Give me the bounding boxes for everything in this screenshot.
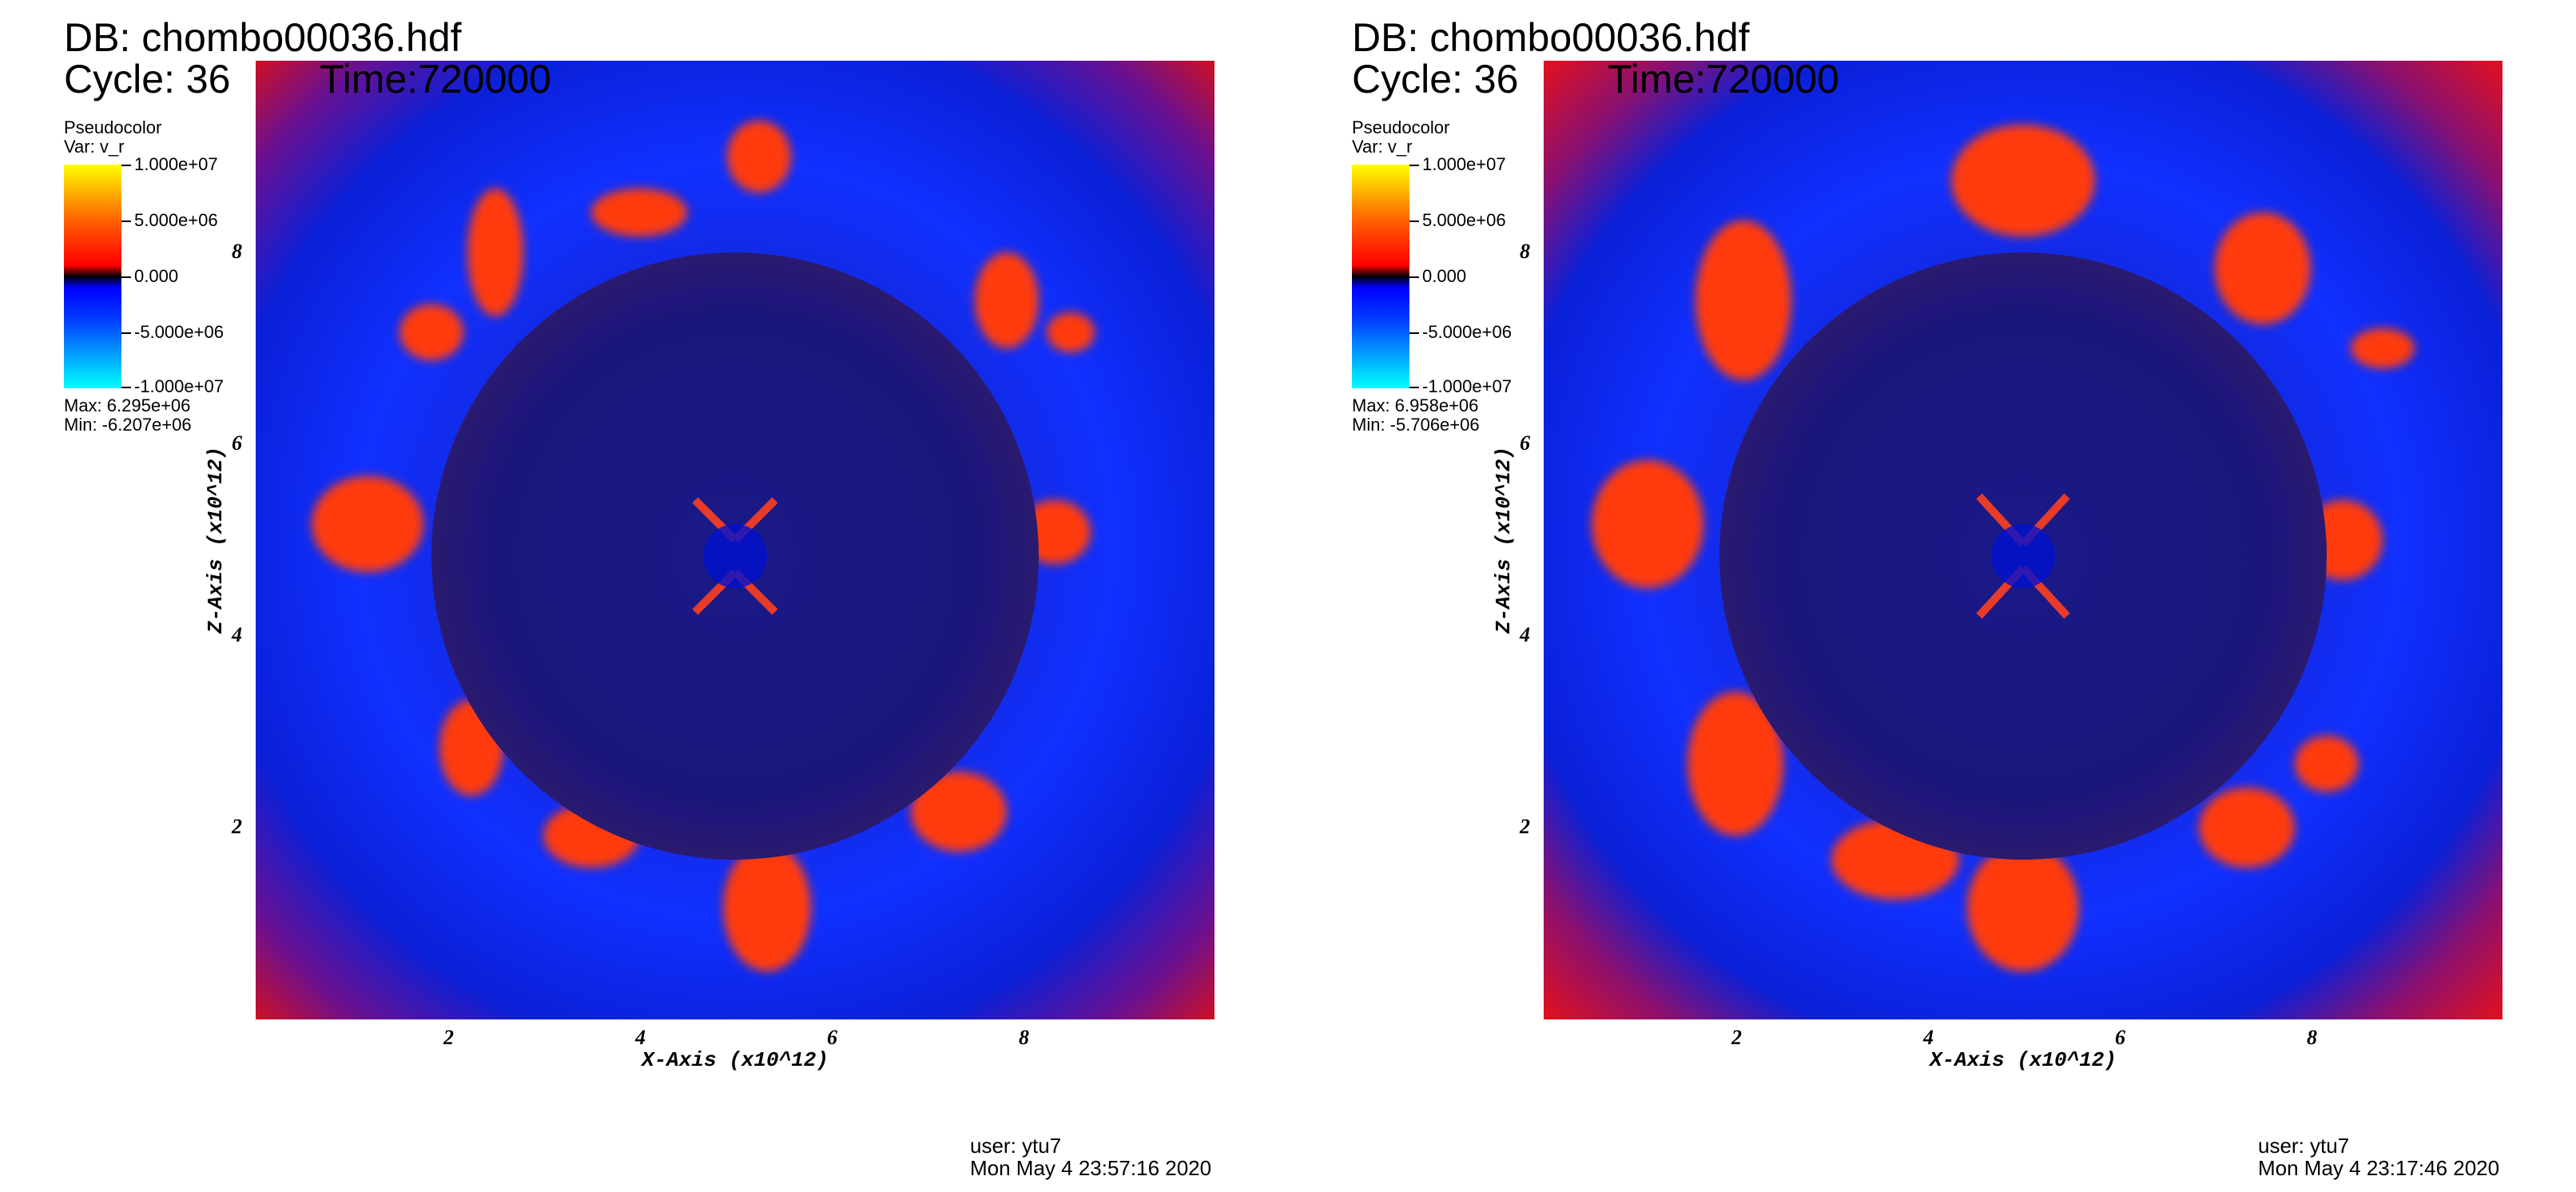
time-label: Time:720000 [1608,57,1839,101]
central-cross [1976,493,2070,619]
pseudocolor-plot [256,61,1214,1019]
pseudocolor-plot [1544,61,2502,1019]
y-tick-label: 8 [1520,240,1530,263]
legend-max: Max: 6.295e+06 [64,395,191,415]
y-axis-label: Z-Axis (x10^12) [1492,446,1516,634]
user-label: user: ytu7 [970,1134,1062,1158]
colorbar [64,165,121,388]
legend-min: Min: -5.706e+06 [1352,415,1480,435]
legend-plot-type: Pseudocolor [1352,117,1450,137]
legend-variable: Var: v_r [1352,137,1413,157]
central-cross [692,497,778,615]
legend-tick-label: 1.000e+07 [134,154,218,174]
legend-tick-label: -5.000e+06 [134,322,224,342]
y-axis-label: Z-Axis (x10^12) [204,446,228,634]
color-legend: Pseudocolor Var: v_r 1.000e+07 5.000e+06… [1352,118,1544,438]
legend-tick-label: -1.000e+07 [1422,376,1512,396]
legend-max: Max: 6.958e+06 [1352,395,1479,415]
colorbar [1352,165,1409,388]
cycle-label: Cycle: 36 [1352,57,1519,101]
color-legend: Pseudocolor Var: v_r 1.000e+07 5.000e+06… [64,118,256,438]
x-tick-label: 6 [827,1026,837,1049]
x-tick-label: 8 [1019,1026,1029,1049]
date-label: Mon May 4 23:17:46 2020 [2258,1156,2500,1180]
database-title: DB: chombo00036.hdf [1352,15,1750,60]
x-axis-label: X-Axis (x10^12) [641,1048,829,1072]
user-label: user: ytu7 [2258,1134,2350,1158]
database-title: DB: chombo00036.hdf [64,15,462,60]
legend-min: Min: -6.207e+06 [64,415,192,435]
x-tick-label: 6 [2115,1026,2125,1049]
legend-tick-label: -5.000e+06 [1422,322,1512,342]
x-tick-label: 4 [1923,1026,1934,1049]
y-tick-label: 2 [232,815,242,838]
y-tick-label: 4 [1520,623,1530,646]
time-label: Time:720000 [320,57,551,101]
cycle-label: Cycle: 36 [64,57,231,101]
date-label: Mon May 4 23:57:16 2020 [970,1156,1212,1180]
legend-tick-label: 0.000 [134,266,179,286]
legend-tick-label: 5.000e+06 [1422,210,1506,230]
plot-canvas [1544,61,2502,1019]
legend-tick-label: 1.000e+07 [1422,154,1506,174]
visualization-panel-right: DB: chombo00036.hdf Cycle: 36 [1288,0,2576,1192]
y-tick-label: 6 [232,431,242,455]
legend-variable: Var: v_r [64,137,125,157]
visualization-panel-left: DB: chombo00036.hdf Cycle: 36 [64,15,1214,1180]
legend-tick-label: 0.000 [1422,266,1467,286]
y-tick-label: 8 [232,240,242,263]
y-tick-label: 4 [232,623,242,646]
legend-tick-label: -1.000e+07 [134,376,224,396]
x-tick-label: 2 [1731,1026,1742,1049]
y-tick-label: 6 [1520,431,1530,455]
x-tick-label: 8 [2307,1026,2317,1049]
x-tick-label: 4 [635,1026,646,1049]
plot-canvas [256,61,1214,1019]
x-tick-label: 2 [443,1026,454,1049]
x-axis-label: X-Axis (x10^12) [1929,1048,2117,1072]
legend-plot-type: Pseudocolor [64,117,162,137]
legend-tick-label: 5.000e+06 [134,210,218,230]
y-tick-label: 2 [1520,815,1530,838]
